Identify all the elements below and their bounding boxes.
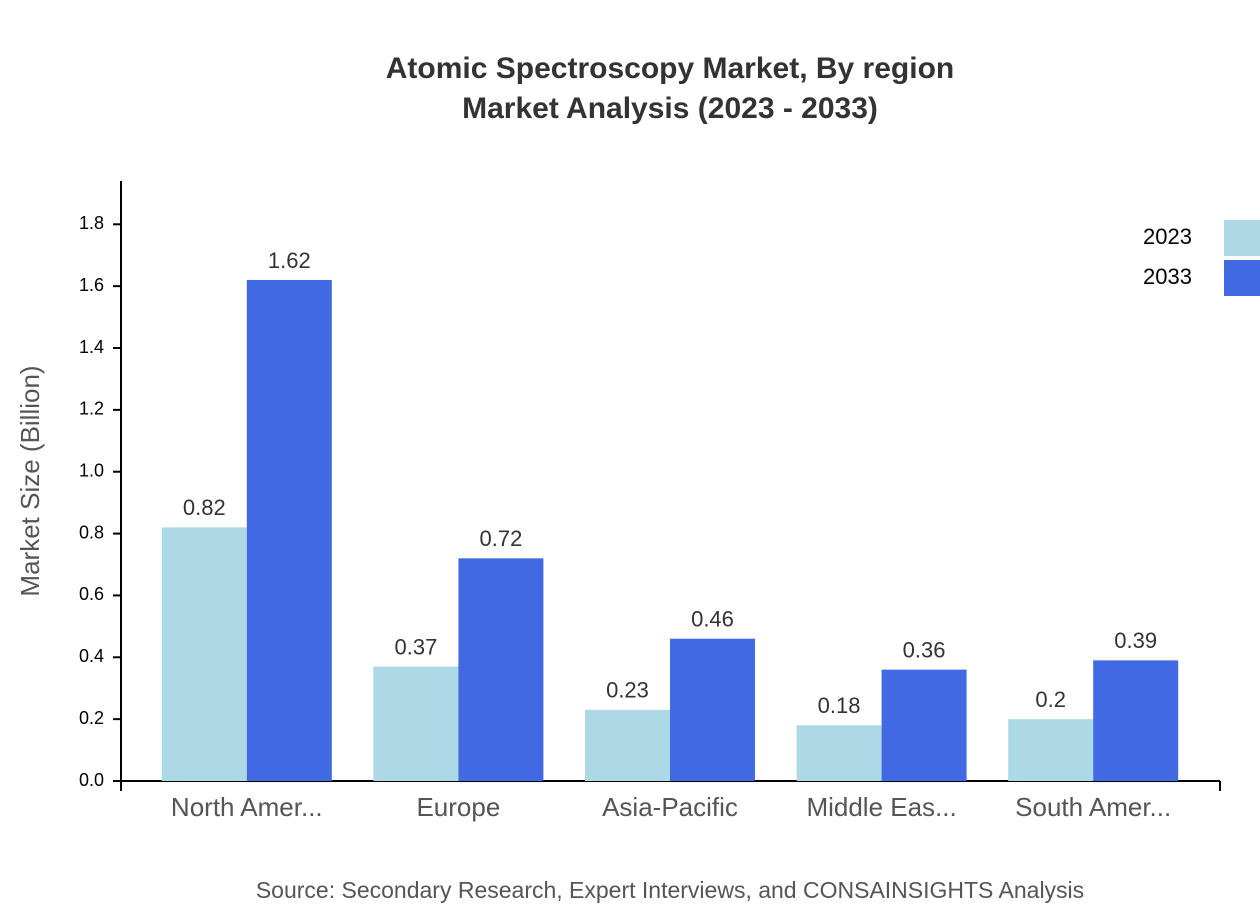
- bar: [881, 669, 967, 781]
- value-label: 1.62: [268, 248, 311, 273]
- value-label: 0.23: [606, 678, 649, 703]
- bar: [1008, 719, 1094, 781]
- y-tick-label: 0.2: [79, 708, 104, 728]
- bar: [585, 709, 670, 781]
- bar: [1093, 660, 1179, 781]
- bar: [458, 558, 544, 781]
- y-tick-label: 0.6: [79, 584, 104, 604]
- value-label: 0.39: [1114, 628, 1157, 653]
- y-tick-label: 1.8: [79, 213, 104, 233]
- value-label: 0.72: [479, 526, 522, 551]
- x-tick-label: North Amer...: [171, 792, 323, 822]
- y-tick-label: 1.4: [79, 337, 104, 357]
- bar: [161, 527, 247, 781]
- bar: [796, 725, 882, 781]
- legend-swatch: [1224, 260, 1260, 296]
- value-label: 0.46: [691, 607, 734, 632]
- legend-label: 2023: [1143, 224, 1192, 249]
- value-label: 0.36: [903, 637, 946, 662]
- value-label: 0.82: [183, 495, 226, 520]
- bar: [246, 279, 332, 781]
- y-axis-label: Market Size (Billion): [15, 365, 45, 596]
- y-tick-label: 1.2: [79, 399, 104, 419]
- bar: [670, 638, 755, 781]
- x-tick-label: Asia-Pacific: [602, 792, 738, 822]
- value-label: 0.2: [1035, 687, 1066, 712]
- x-tick-label: South Amer...: [1015, 792, 1171, 822]
- chart-title: Atomic Spectroscopy Market, By region: [386, 52, 954, 85]
- y-tick-label: 0.8: [79, 522, 104, 542]
- source-note: Source: Secondary Research, Expert Inter…: [256, 877, 1084, 903]
- y-tick-label: 0.0: [79, 770, 104, 790]
- value-label: 0.18: [818, 693, 861, 718]
- legend-swatch: [1224, 220, 1260, 256]
- value-label: 0.37: [394, 634, 437, 659]
- y-tick-label: 1.0: [79, 460, 104, 480]
- y-tick-label: 1.6: [79, 275, 104, 295]
- y-tick-label: 0.4: [79, 646, 104, 666]
- legend-label: 2033: [1143, 264, 1192, 289]
- x-tick-label: Europe: [416, 792, 500, 822]
- x-tick-label: Middle Eas...: [806, 792, 956, 822]
- chart-subtitle: Market Analysis (2023 - 2033): [462, 92, 878, 125]
- bar: [373, 666, 459, 781]
